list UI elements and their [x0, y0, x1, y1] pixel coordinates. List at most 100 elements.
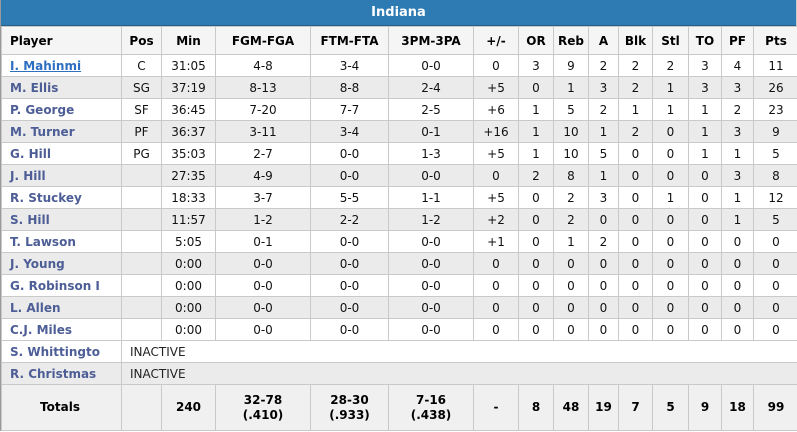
stat-cell: 0 [473, 296, 519, 319]
stat-cell [121, 208, 162, 231]
player-name-cell: C.J. Miles [1, 318, 122, 341]
stat-cell: 4 [721, 54, 754, 77]
stat-cell: 0:00 [161, 296, 216, 319]
stat-cell: 5 [588, 142, 619, 165]
player-link[interactable]: S. Hill [10, 212, 50, 227]
player-name-cell: G. Robinson I [1, 274, 122, 297]
stat-cell: 2 [618, 54, 653, 77]
player-link[interactable]: R. Christmas [10, 366, 97, 381]
totals-stat-cell: 18 [721, 384, 754, 431]
player-name-cell: M. Ellis [1, 76, 122, 99]
player-name-cell: J. Young [1, 252, 122, 275]
col-header-fgm-fga: FGM-FGA [215, 26, 311, 55]
stat-cell: 5-5 [310, 186, 389, 209]
stat-cell: 0 [688, 296, 722, 319]
stat-cell: 0-0 [215, 296, 311, 319]
stat-cell: 27:35 [161, 164, 216, 187]
stat-cell: 0 [652, 230, 689, 253]
col-header-stl: Stl [652, 26, 689, 55]
stat-cell: 0 [753, 296, 797, 319]
stat-cell: 0 [473, 54, 519, 77]
player-row: S. Hill 11:57 1-2 2-2 1-2 +2 0 2 0 0 0 0 1 5 [1, 208, 797, 231]
player-link[interactable]: M. Ellis [10, 80, 59, 95]
col-header-blk: Blk [618, 26, 653, 55]
totals-stat-cell: - [473, 384, 519, 431]
stat-cell: 11:57 [161, 208, 216, 231]
stat-cell: 1 [588, 164, 619, 187]
stat-cell: 2 [518, 164, 554, 187]
stat-cell: 0-0 [215, 274, 311, 297]
player-row: L. Allen 0:00 0-0 0-0 0-0 0 0 0 0 0 0 0 0 0 [1, 296, 797, 319]
stat-cell: 7-7 [310, 98, 389, 121]
stat-cell: 0-1 [388, 120, 474, 143]
stat-cell: 0 [753, 252, 797, 275]
player-link[interactable]: R. Stuckey [10, 190, 82, 205]
stat-cell: 0-0 [215, 318, 311, 341]
stat-cell: 4-9 [215, 164, 311, 187]
stat-cell: 31:05 [161, 54, 216, 77]
player-row: J. Hill 27:35 4-9 0-0 0-0 0 2 8 1 0 0 0 3 8 [1, 164, 797, 187]
stat-cell [121, 274, 162, 297]
player-row: J. Young 0:00 0-0 0-0 0-0 0 0 0 0 0 0 0 0 0 [1, 252, 797, 275]
stat-cell: 0 [618, 252, 653, 275]
stat-cell: 3-7 [215, 186, 311, 209]
stat-cell: 0 [618, 318, 653, 341]
col-header-a: A [588, 26, 619, 55]
stat-cell: 0 [553, 252, 589, 275]
stat-cell: 0 [518, 318, 554, 341]
stat-cell: 0-0 [388, 164, 474, 187]
stat-cell: 0-0 [388, 274, 474, 297]
stat-cell: 7-20 [215, 98, 311, 121]
stat-cell: 37:19 [161, 76, 216, 99]
stat-cell: 0 [688, 208, 722, 231]
inactive-status-cell: INACTIVE [121, 340, 797, 363]
stat-cell: 2 [618, 120, 653, 143]
stat-cell: +5 [473, 142, 519, 165]
stat-cell: 11 [753, 54, 797, 77]
player-link[interactable]: S. Whittingto [10, 344, 100, 359]
player-link[interactable]: P. George [10, 102, 75, 117]
player-link[interactable]: T. Lawson [10, 234, 76, 249]
col-header-pf: PF [721, 26, 754, 55]
stat-cell: 1 [688, 120, 722, 143]
stat-cell: 1 [553, 230, 589, 253]
stat-cell: 1 [518, 120, 554, 143]
stat-cell: 0 [652, 296, 689, 319]
totals-stat-line: (.933) [329, 407, 370, 422]
stat-cell: 0 [553, 296, 589, 319]
player-link[interactable]: L. Allen [10, 300, 61, 315]
player-row: M. Turner PF 36:37 3-11 3-4 0-1 +16 1 10 1 2 0 1 3 9 [1, 120, 797, 143]
player-link[interactable]: G. Hill [10, 146, 51, 161]
player-link[interactable]: J. Young [10, 256, 65, 271]
stat-cell: 5 [753, 142, 797, 165]
player-link[interactable]: J. Hill [10, 168, 46, 183]
col-header-plus-minus: +/- [473, 26, 519, 55]
stat-cell: 0-0 [310, 274, 389, 297]
player-row: T. Lawson 5:05 0-1 0-0 0-0 +1 0 1 2 0 0 0 0 0 [1, 230, 797, 253]
player-name-cell: R. Stuckey [1, 186, 122, 209]
stat-cell: 3-4 [310, 54, 389, 77]
totals-stat-line: 28-30 [330, 392, 369, 407]
stat-cell [121, 318, 162, 341]
totals-stat-cell: 99 [753, 384, 797, 431]
player-link[interactable]: M. Turner [10, 124, 75, 139]
stat-cell: 0-0 [310, 252, 389, 275]
stat-cell: 0 [473, 164, 519, 187]
stat-cell: 2 [588, 230, 619, 253]
stat-cell: 0 [688, 230, 722, 253]
totals-stat-cell: 28-30 (.933) [310, 384, 389, 431]
player-row: R. Stuckey 18:33 3-7 5-5 1-1 +5 0 2 3 0 1 0 1 12 [1, 186, 797, 209]
inactive-player-row: R. Christmas INACTIVE [1, 362, 797, 385]
stat-cell: +16 [473, 120, 519, 143]
player-link[interactable]: C.J. Miles [10, 322, 73, 337]
stat-cell: 3 [588, 186, 619, 209]
stat-cell: 3 [518, 54, 554, 77]
player-link[interactable]: G. Robinson I [10, 278, 100, 293]
player-link[interactable]: I. Mahinmi [10, 58, 82, 73]
stat-cell: 0 [652, 318, 689, 341]
stat-cell: 0 [588, 296, 619, 319]
stat-cell: 1-1 [388, 186, 474, 209]
stat-cell: 1 [721, 208, 754, 231]
stat-cell: 0 [473, 318, 519, 341]
totals-stat-cell: 9 [688, 384, 722, 431]
